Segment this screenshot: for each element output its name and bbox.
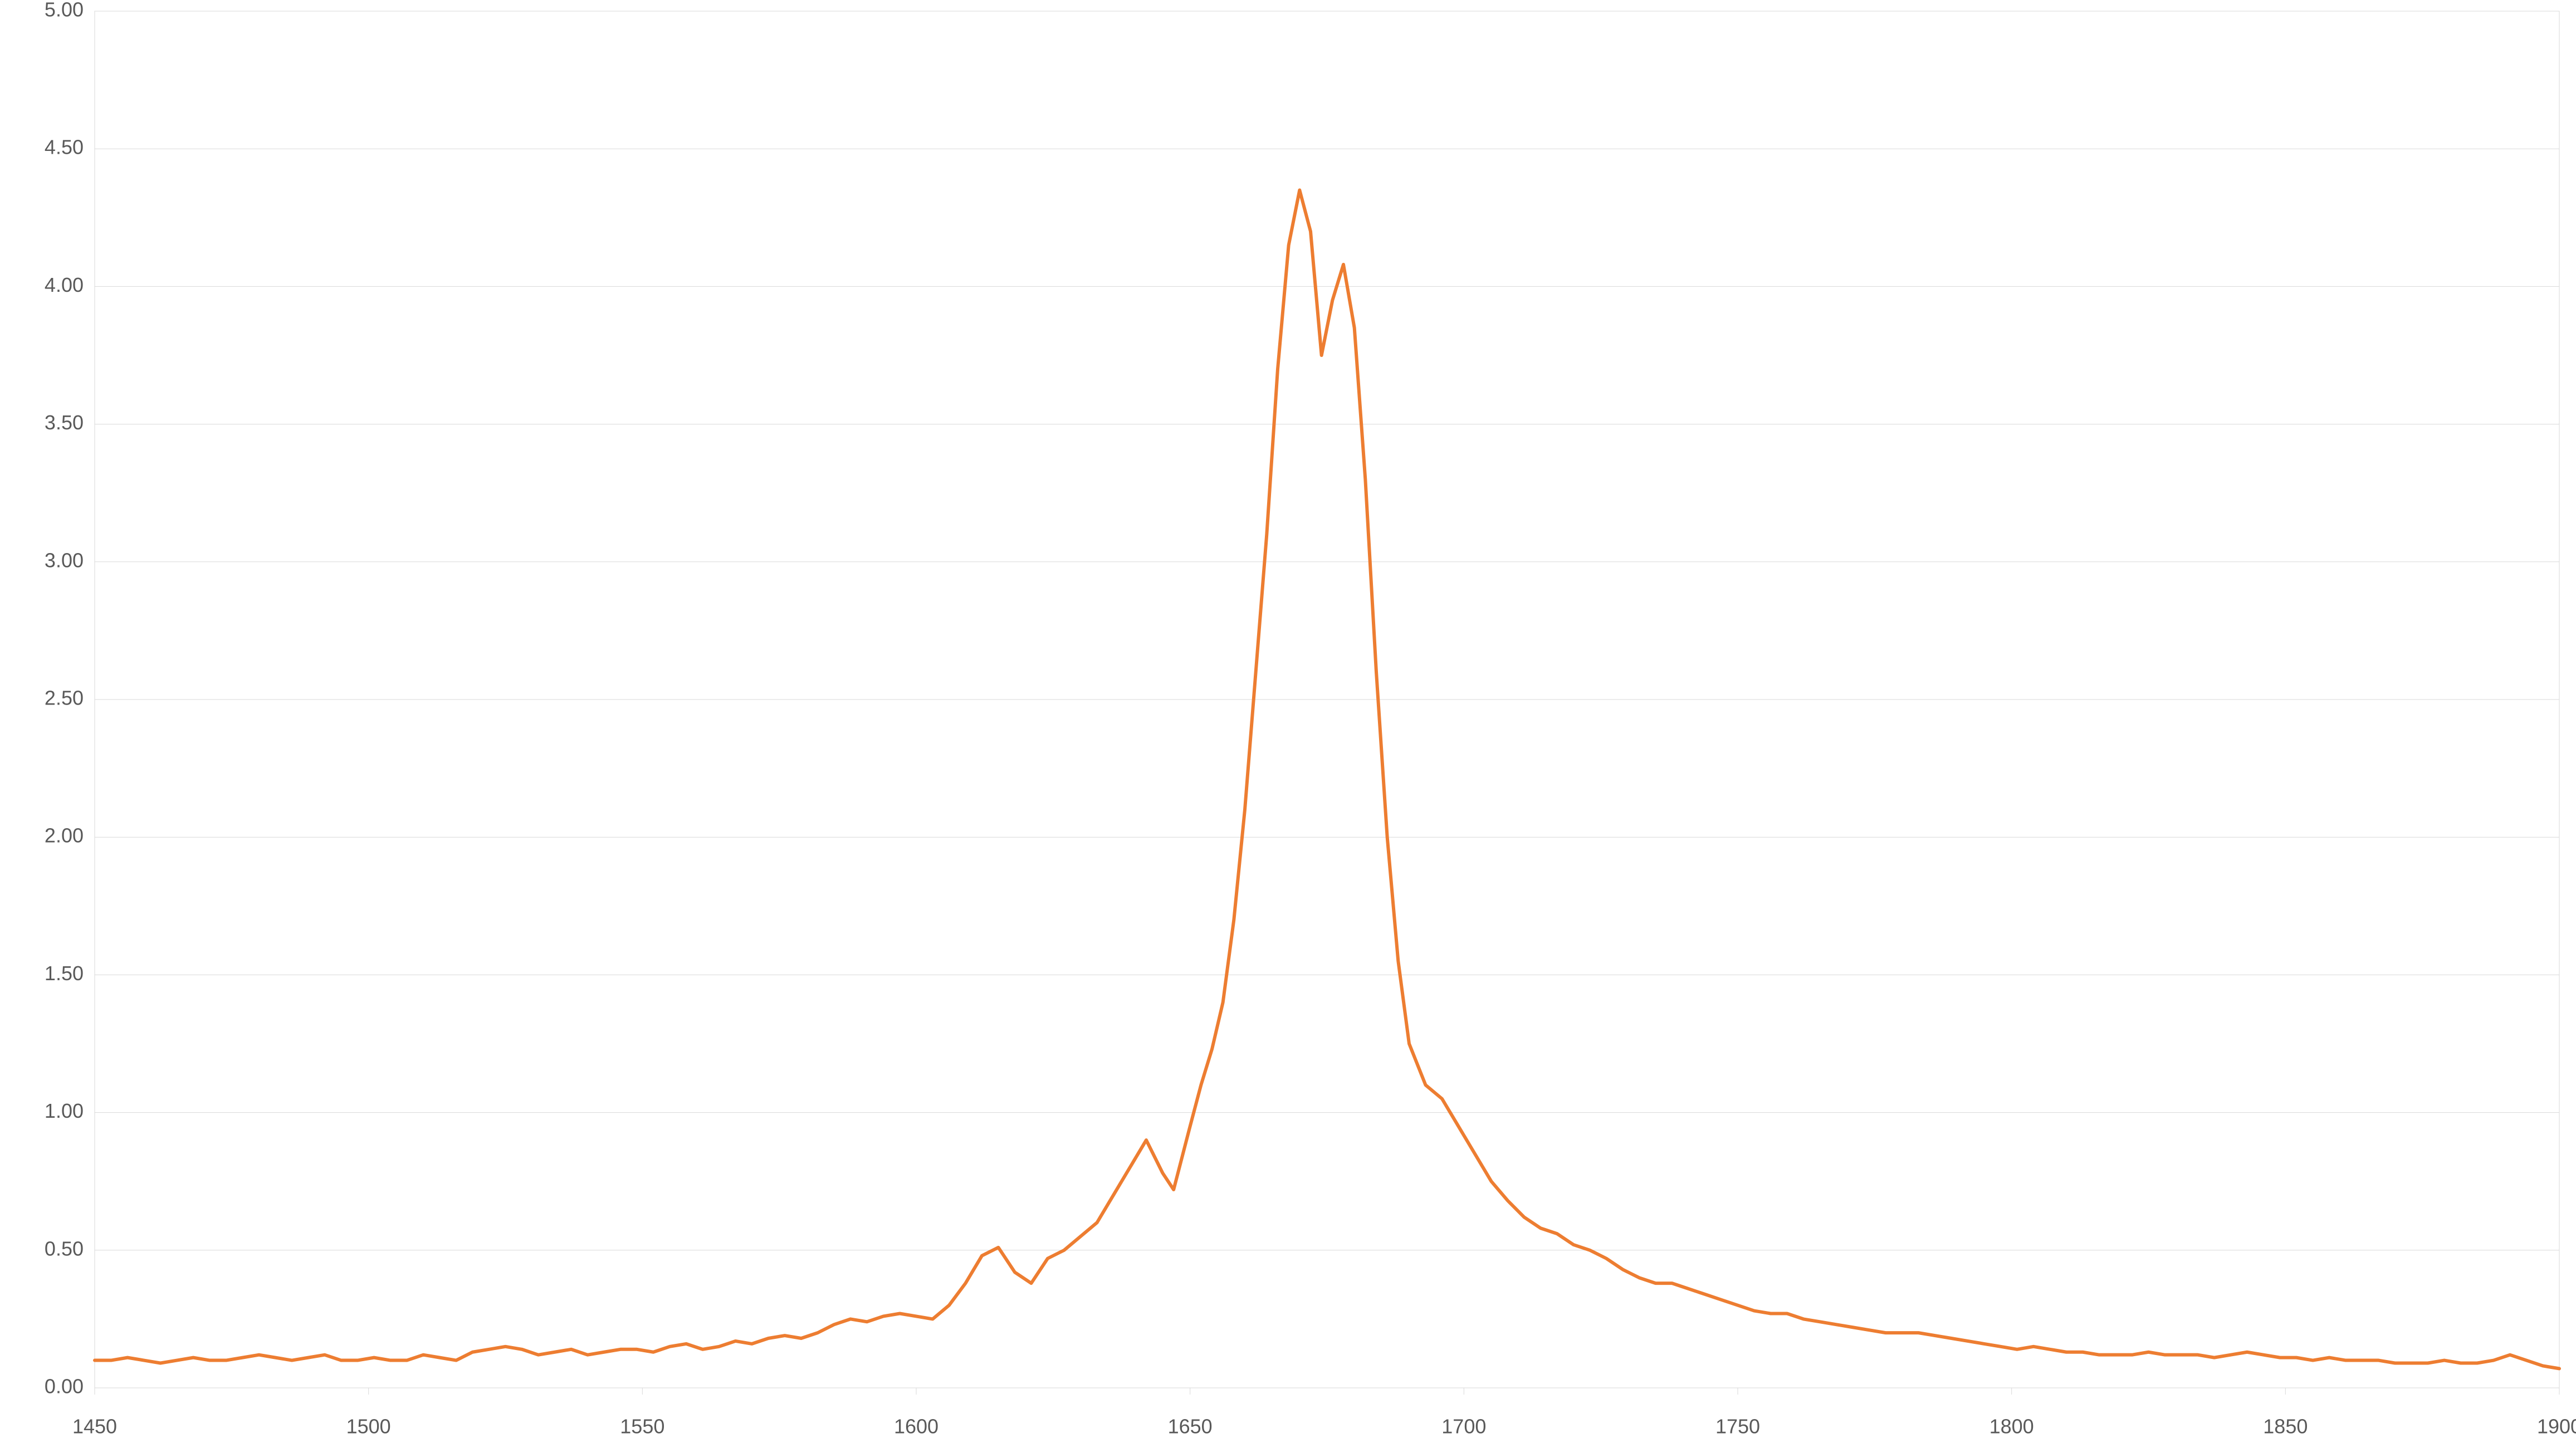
x-axis-tick-label: 1900: [2537, 1415, 2576, 1437]
x-axis-tick-label: 1500: [346, 1415, 391, 1437]
y-axis-tick-label: 4.00: [45, 273, 84, 296]
y-axis-tick-label: 1.50: [45, 962, 84, 985]
y-axis-tick-label: 0.50: [45, 1237, 84, 1260]
x-axis-tick-label: 1850: [2263, 1415, 2308, 1437]
y-axis-tick-label: 3.00: [45, 549, 84, 571]
chart-container: 0.00 0.50 1.00 1.50 2.00 2.50 3.00 3.50 4.00 4.50…: [0, 0, 2576, 1438]
line-chart: 0.00 0.50 1.00 1.50 2.00 2.50 3.00 3.50 4.00 4.50…: [0, 0, 2576, 1438]
x-axis-tick-label: 1800: [1990, 1415, 2034, 1437]
y-axis-tick-label: 1.00: [45, 1099, 84, 1122]
y-axis-tick-label: 0.00: [45, 1375, 84, 1398]
x-axis-tick-label: 1750: [1715, 1415, 1760, 1437]
x-axis-tick-label: 1700: [1441, 1415, 1486, 1437]
x-axis-tick-label: 1600: [894, 1415, 938, 1437]
y-axis-tick-label: 4.50: [45, 136, 84, 159]
y-axis-tick-label: 2.00: [45, 824, 84, 847]
x-axis-tick-label: 1550: [620, 1415, 664, 1437]
x-axis-tick-label: 1450: [72, 1415, 117, 1437]
chart-background: [0, 0, 2576, 1438]
x-axis-tick-label: 1650: [1168, 1415, 1213, 1437]
y-axis-tick-label: 3.50: [45, 411, 84, 434]
y-axis-tick-label: 5.00: [45, 0, 84, 21]
y-axis-tick-label: 2.50: [45, 687, 84, 710]
